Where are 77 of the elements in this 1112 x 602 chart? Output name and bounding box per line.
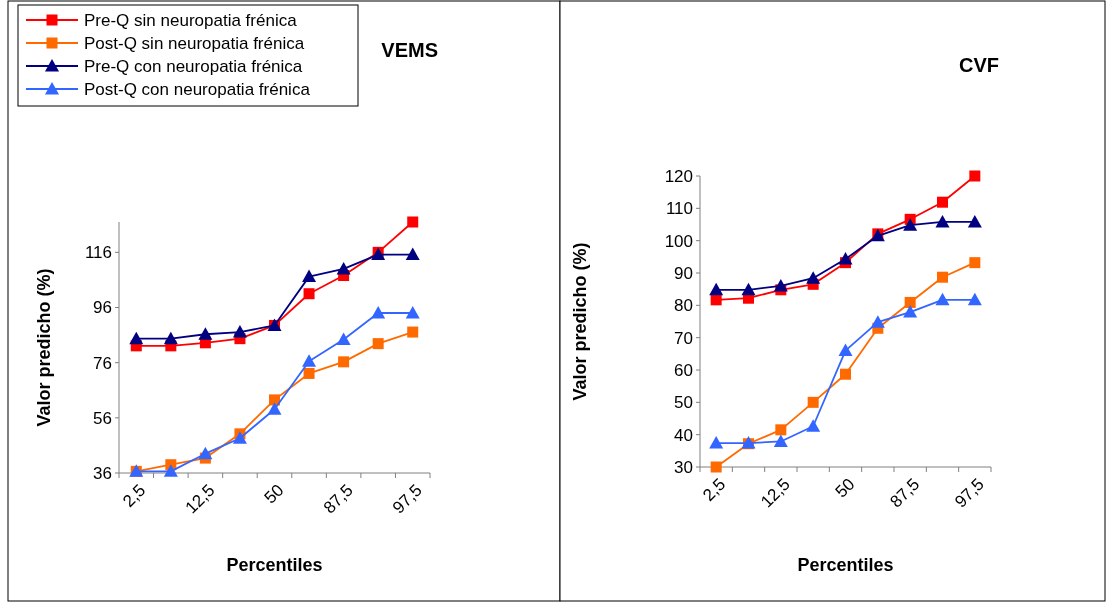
y-tick-label: 80 (674, 296, 693, 316)
point (969, 257, 981, 269)
y-tick-label: 120 (664, 166, 693, 186)
point (838, 343, 853, 357)
point (904, 296, 916, 308)
point (709, 436, 724, 449)
point (937, 271, 948, 283)
y-tick-label: 96 (93, 298, 112, 318)
point (710, 294, 722, 306)
point (967, 214, 982, 228)
point (302, 269, 317, 283)
point (807, 396, 819, 408)
point (198, 327, 213, 340)
y-tick-label: 70 (674, 328, 693, 348)
point (302, 354, 317, 367)
point (903, 305, 918, 318)
y-tick-label: 76 (93, 353, 112, 373)
y-tick-label: 60 (674, 360, 693, 380)
point (198, 446, 213, 460)
point (407, 326, 419, 338)
point (338, 356, 350, 368)
chart-title: CVF (959, 54, 999, 76)
point (163, 331, 178, 345)
x-axis-title: Percentiles (797, 555, 894, 575)
chart-title: VEMS (381, 39, 438, 61)
y-axis-title: Valor predicho (%) (34, 268, 55, 427)
point (840, 368, 851, 380)
x-tick-label: 2,5 (699, 474, 730, 505)
point (773, 434, 788, 447)
point (371, 306, 386, 319)
y-tick-label: 50 (674, 393, 693, 413)
point (303, 367, 315, 379)
point (969, 170, 981, 182)
point (372, 338, 384, 350)
point (269, 394, 280, 406)
point (336, 261, 351, 275)
point (838, 252, 853, 265)
y-tick-label: 90 (674, 263, 693, 283)
point (129, 331, 144, 345)
point (773, 278, 788, 292)
x-tick-label: 50 (831, 474, 859, 502)
point (903, 218, 918, 231)
legend-label: Post-Q sin neuropatia frénica (84, 33, 305, 53)
point (967, 292, 982, 306)
point (405, 306, 420, 319)
y-tick-label: 36 (93, 463, 112, 483)
point (935, 292, 950, 306)
point (710, 461, 722, 473)
y-tick-label: 40 (674, 425, 693, 445)
point (870, 315, 885, 328)
y-tick-label: 30 (674, 457, 693, 477)
point (303, 288, 315, 300)
point (163, 464, 178, 477)
point (937, 196, 948, 208)
point (806, 271, 821, 284)
point (232, 431, 247, 444)
point (806, 419, 821, 432)
legend-label: Post-Q con neuropatia frénica (84, 79, 311, 99)
point (267, 402, 282, 415)
x-tick-label: 50 (260, 480, 288, 508)
point (775, 424, 787, 436)
y-tick-label: 110 (665, 199, 693, 219)
x-tick-label: 2,5 (119, 480, 150, 511)
point (709, 282, 724, 296)
point (405, 247, 420, 261)
y-tick-label: 56 (93, 408, 112, 428)
legend-label: Pre-Q con neuropatia frénica (84, 56, 303, 76)
y-tick-label: 100 (664, 231, 693, 251)
x-axis-title: Percentiles (226, 555, 323, 575)
y-axis-title: Valor predicho (%) (570, 242, 591, 401)
legend-label: Pre-Q sin neuropatia frénica (84, 10, 298, 30)
point (741, 282, 756, 296)
point (407, 216, 419, 228)
point (232, 325, 247, 338)
y-tick-label: 116 (84, 243, 112, 263)
point (336, 332, 351, 345)
point (935, 214, 950, 228)
